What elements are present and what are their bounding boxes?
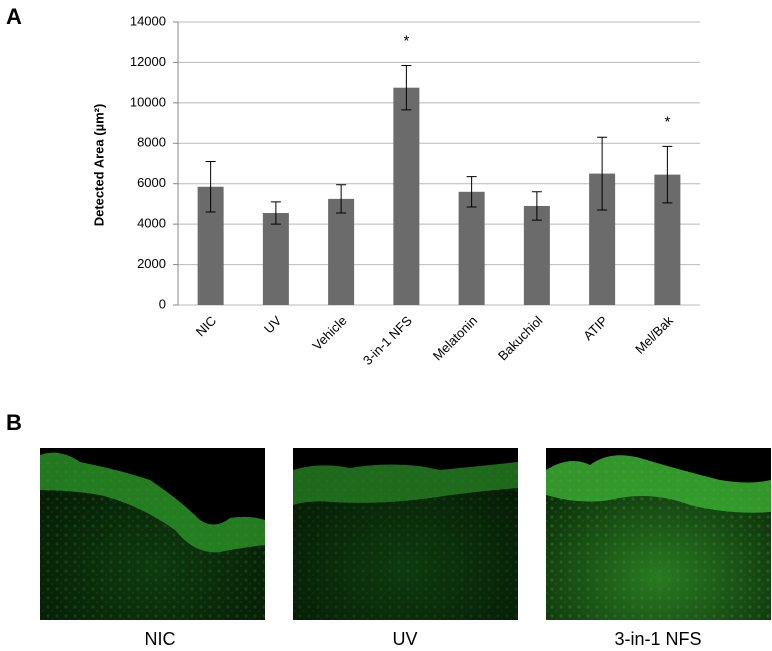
x-tick-label: Mel/Bak: [632, 313, 676, 357]
y-tick-label: 14000: [130, 13, 166, 28]
error-bar: [466, 176, 477, 208]
y-tick-label: 12000: [130, 54, 166, 69]
error-bar: [531, 191, 542, 221]
x-tick-label: Bakuchiol: [495, 313, 546, 364]
x-tick-label: Vehicle: [309, 313, 349, 353]
y-axis-label: Detected Area (µm²): [91, 104, 106, 227]
y-tick-label: 8000: [137, 135, 166, 150]
panel-label: A: [6, 4, 22, 29]
error-bar: [270, 201, 281, 225]
bar: [458, 191, 485, 305]
error-bar: [205, 160, 216, 213]
y-tick-label: 0: [159, 296, 166, 311]
bar: [262, 213, 289, 305]
x-tick-label: NIC: [193, 313, 219, 339]
y-tick-label: 10000: [130, 94, 166, 109]
y-tick-label: 2000: [137, 256, 166, 271]
panel-label: B: [6, 410, 22, 435]
error-bar: [662, 145, 673, 204]
y-tick-label: 6000: [137, 175, 166, 190]
bar: [328, 198, 355, 305]
error-bar: [401, 64, 412, 111]
bar: [393, 87, 420, 305]
x-tick-label: ATIP: [580, 313, 610, 343]
significance-marker: *: [403, 32, 409, 49]
micrograph: [293, 448, 518, 620]
bar: [523, 205, 550, 305]
x-tick-label: 3-in-1 NFS: [360, 313, 415, 368]
micrograph: [546, 448, 771, 620]
y-tick-label: 4000: [137, 216, 166, 231]
x-tick-label: UV: [261, 313, 285, 337]
x-tick-label: Melatonin: [430, 313, 480, 363]
image-caption: 3-in-1 NFS: [614, 629, 701, 649]
error-bar: [336, 184, 347, 214]
error-bar: [597, 136, 608, 211]
image-caption: UV: [392, 629, 417, 649]
image-caption: NIC: [145, 629, 176, 649]
significance-marker: *: [664, 113, 670, 130]
micrograph: [40, 448, 265, 620]
